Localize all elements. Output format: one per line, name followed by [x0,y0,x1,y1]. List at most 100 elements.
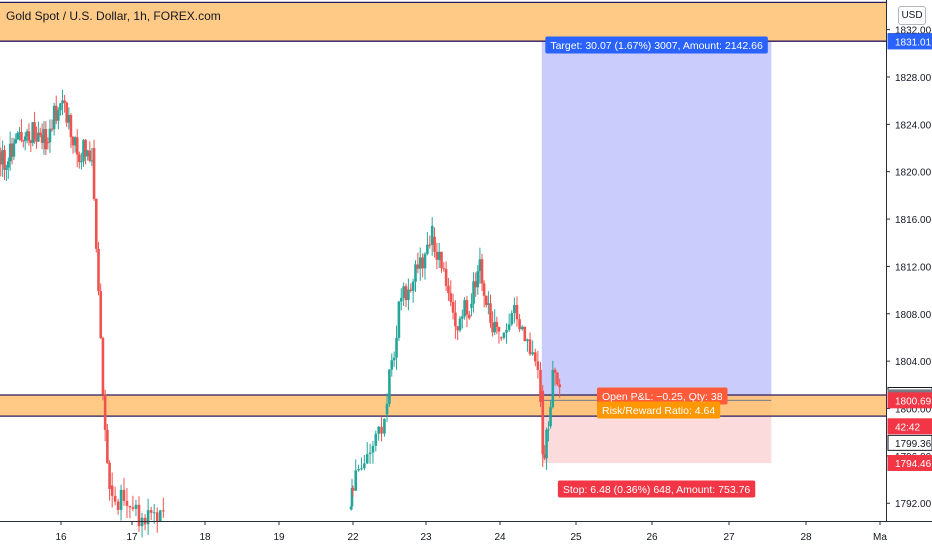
candle [487,291,490,315]
candle [520,325,524,331]
candle [75,129,79,168]
candle [368,443,372,464]
candle [474,272,477,297]
target-zone[interactable] [541,41,772,401]
candle [101,336,105,401]
svg-text:Target: 30.07 (1.67%) 3007, Am: Target: 30.07 (1.67%) 3007, Amount: 2142… [550,40,763,52]
x-tick-label: 16 [55,532,67,543]
open-pnl-label[interactable]: Open P&L: −0.25, Qty: 38 [597,387,728,405]
candle [482,280,486,308]
candle [90,148,94,167]
svg-text:1831.01: 1831.01 [895,37,932,48]
candle [371,440,375,464]
candle [444,261,448,291]
candle [57,107,60,130]
candle [155,507,159,533]
candle [67,107,71,130]
candle [61,89,64,116]
candle [59,102,62,116]
candle [46,137,50,150]
candle [158,509,162,522]
candle [363,455,366,471]
candle [113,486,117,506]
candle [495,316,499,335]
candle [383,418,386,437]
candle [502,332,506,340]
candle [500,336,503,341]
x-tick-label: 18 [199,532,211,543]
candle [397,300,401,341]
candle [414,260,417,292]
stop-label[interactable]: Stop: 6.48 (0.36%) 648, Amount: 753.76 [557,480,756,498]
target-label[interactable]: Target: 30.07 (1.67%) 3007, Amount: 2142… [545,36,768,54]
price-tag: 1794.46 [887,454,932,471]
candle [430,217,434,256]
candle [536,350,540,379]
candle [106,423,109,465]
candles [0,89,561,538]
candle [451,293,455,320]
candle [18,126,21,141]
candle [409,283,413,293]
candle [458,315,462,333]
candle [0,147,3,177]
chart-title: Gold Spot / U.S. Dollar, 1h, FOREX.com [6,9,221,23]
zone-2[interactable] [0,395,886,417]
currency-selector-button[interactable]: USD [898,6,926,25]
candle [531,340,534,356]
candle [442,262,446,272]
y-tick-label: 1816.00 [895,215,932,226]
candle [131,495,135,512]
candle [103,389,107,442]
candle [128,505,132,519]
candle [480,253,484,291]
candle [377,426,380,441]
candle [426,231,429,256]
candle [119,484,123,521]
candle [137,496,141,532]
candle [12,137,16,160]
candle [556,371,559,386]
svg-text:42:42: 42:42 [895,422,920,433]
candle [122,478,126,506]
candle [518,313,521,332]
candle [71,135,75,154]
candle [14,133,18,144]
candle [385,393,389,423]
candle [31,121,35,147]
candle [390,353,394,377]
x-tick-label: 22 [347,532,359,543]
candle [435,242,439,270]
x-tick-label: 23 [420,532,432,543]
candle [507,313,511,332]
candle [433,227,436,258]
candle [402,282,405,307]
x-tick-label: Ma [873,532,887,543]
y-tick-label: 1812.00 [895,262,932,273]
candle [97,241,100,296]
svg-text:1794.46: 1794.46 [895,459,932,470]
risk-reward-label[interactable]: Risk/Reward Ratio: 4.64 [597,401,721,419]
svg-text:1800.69: 1800.69 [895,396,932,407]
candle [27,123,31,146]
candle [541,385,545,468]
candle [423,252,427,280]
candle [484,295,488,308]
candle [411,278,415,303]
y-tick-label: 1792.00 [895,499,932,510]
candle [374,430,378,452]
candle [476,265,480,295]
candle [465,295,469,328]
candle [545,427,548,470]
candle [50,119,54,132]
candle [38,127,42,138]
price-tag: 1800.69 [887,392,932,409]
zone-1[interactable] [0,2,886,42]
candle [110,472,114,508]
candle [558,378,561,398]
candle [478,247,482,284]
candle [543,445,546,461]
candle [78,151,81,169]
candle [42,121,46,155]
